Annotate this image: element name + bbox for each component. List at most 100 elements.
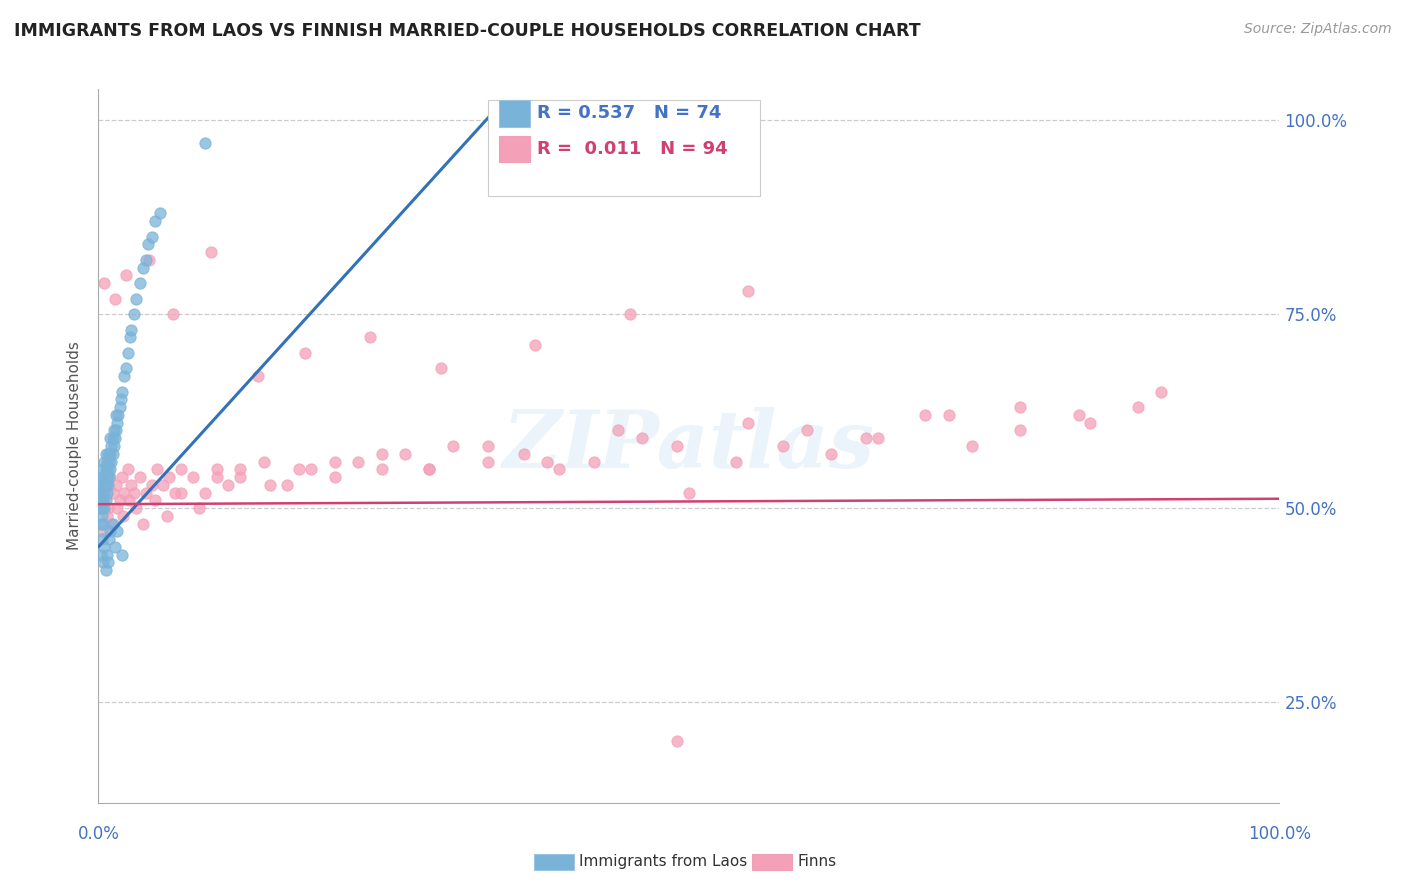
Point — [630, 431, 652, 445]
Point — [101, 516, 124, 531]
Point — [205, 470, 228, 484]
Point — [122, 307, 145, 321]
Point — [98, 470, 121, 484]
Point — [93, 454, 115, 468]
Point — [105, 524, 128, 539]
Point — [1008, 401, 1031, 415]
Point — [418, 462, 440, 476]
Point — [98, 462, 121, 476]
Point — [97, 447, 120, 461]
Point — [477, 439, 499, 453]
Point — [135, 252, 157, 267]
Point — [105, 424, 128, 438]
Point — [1067, 408, 1090, 422]
Point — [101, 431, 124, 445]
Point — [143, 214, 166, 228]
Point — [359, 330, 381, 344]
Point — [165, 485, 187, 500]
Point — [194, 485, 217, 500]
Point — [104, 431, 127, 445]
Point — [111, 548, 134, 562]
Point — [430, 361, 453, 376]
Point — [1150, 384, 1173, 399]
Point — [96, 470, 118, 484]
Point — [276, 477, 298, 491]
Point — [96, 485, 118, 500]
Point — [194, 136, 217, 151]
Y-axis label: Married-couple Households: Married-couple Households — [67, 342, 83, 550]
Point — [820, 447, 842, 461]
Point — [90, 516, 112, 531]
Point — [111, 470, 134, 484]
Point — [111, 384, 134, 399]
Point — [772, 439, 794, 453]
Point — [97, 501, 120, 516]
Point — [121, 323, 143, 337]
Point — [181, 470, 204, 484]
Point — [90, 548, 112, 562]
Point — [91, 555, 114, 569]
Point — [101, 485, 124, 500]
Point — [100, 439, 122, 453]
Point — [108, 401, 131, 415]
Point — [93, 485, 115, 500]
Point — [855, 431, 877, 445]
Point — [128, 470, 150, 484]
Point — [94, 477, 117, 491]
Point — [91, 532, 114, 546]
Point — [170, 462, 193, 476]
Point — [94, 462, 117, 476]
Point — [246, 369, 269, 384]
Point — [91, 524, 114, 539]
Point — [93, 501, 115, 516]
Point — [156, 508, 179, 523]
Point — [347, 454, 370, 468]
Text: 100.0%: 100.0% — [1249, 825, 1310, 843]
Point — [371, 447, 394, 461]
Point — [91, 508, 114, 523]
Point — [666, 439, 689, 453]
Point — [512, 447, 534, 461]
Point — [143, 493, 166, 508]
Point — [288, 462, 311, 476]
Point — [96, 508, 118, 523]
Point — [91, 485, 114, 500]
Point — [962, 439, 984, 453]
Point — [117, 462, 139, 476]
Point — [105, 477, 128, 491]
Point — [583, 454, 606, 468]
Point — [93, 540, 115, 554]
Point — [96, 454, 118, 468]
Point — [619, 307, 641, 321]
Point — [229, 462, 252, 476]
Point — [132, 260, 155, 275]
Point — [98, 454, 121, 468]
Point — [205, 462, 228, 476]
Point — [112, 485, 135, 500]
Point — [135, 485, 157, 500]
Point — [104, 540, 127, 554]
Point — [323, 454, 346, 468]
Point — [91, 493, 114, 508]
Point — [91, 462, 114, 476]
Point — [117, 346, 139, 360]
Point — [112, 369, 135, 384]
Point — [101, 447, 124, 461]
Text: R = 0.537   N = 74: R = 0.537 N = 74 — [537, 104, 721, 122]
Point — [91, 477, 114, 491]
Point — [200, 245, 222, 260]
Point — [796, 424, 818, 438]
Point — [132, 516, 155, 531]
Point — [103, 424, 125, 438]
Point — [98, 532, 121, 546]
Point — [294, 346, 316, 360]
Point — [149, 206, 172, 220]
Point — [170, 485, 193, 500]
Point — [299, 462, 322, 476]
Point — [607, 424, 630, 438]
Point — [98, 470, 121, 484]
Point — [110, 392, 132, 407]
Point — [125, 292, 148, 306]
Point — [118, 493, 141, 508]
Point — [138, 252, 160, 267]
